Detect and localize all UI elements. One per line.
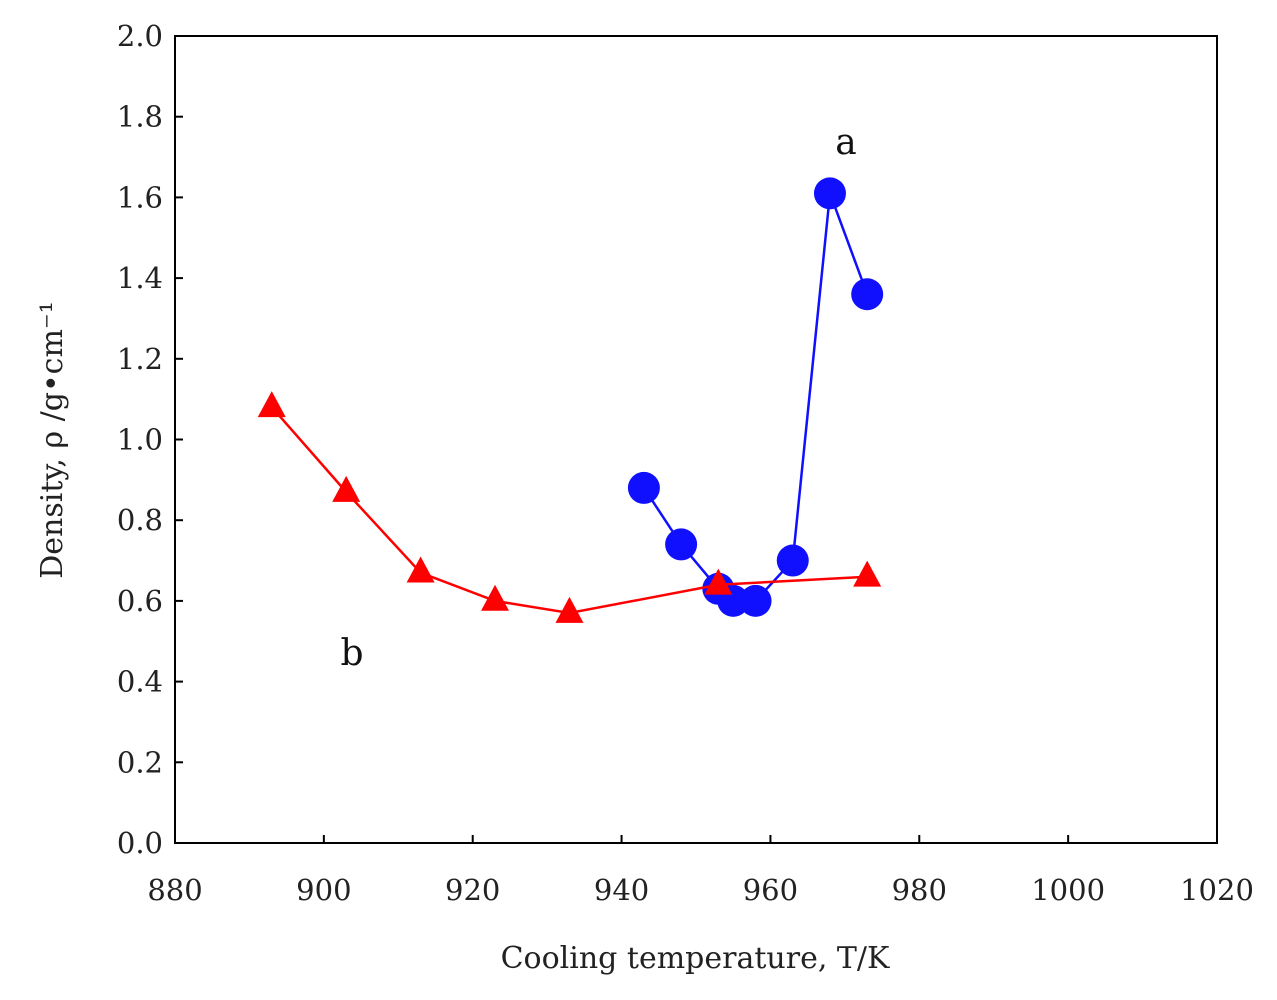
series-a-point [851, 278, 884, 311]
y-tick-label: 1.6 [117, 180, 163, 214]
series-b-point [853, 560, 882, 587]
series-b [257, 391, 882, 623]
y-tick-label: 1.8 [117, 100, 163, 134]
x-tick-label: 960 [743, 873, 798, 907]
series-a-point [627, 471, 660, 504]
x-tick-label: 900 [296, 873, 351, 907]
plot-area [174, 35, 1218, 844]
series-a [627, 177, 884, 617]
y-axis: 0.0 0.2 0.4 0.6 0.8 1.0 1.2 1.4 1.6 1.8 2.0 [117, 19, 183, 860]
y-tick-label: 0.4 [117, 665, 163, 699]
series-b-line [270, 406, 868, 615]
y-tick-label: 1.4 [117, 261, 163, 295]
x-axis: 880 900 920 940 960 980 1000 1020 [147, 835, 1254, 907]
y-tick-label: 0.0 [117, 826, 163, 860]
series-b-point [481, 584, 510, 611]
x-axis-title: Cooling temperature, T/K [501, 941, 890, 976]
y-axis-title: Density, ρ /g•cm⁻¹ [35, 301, 70, 579]
y-tick-label: 0.2 [117, 745, 163, 779]
series-b-point [555, 596, 584, 623]
series-b-point [704, 568, 733, 595]
series-label-b: b [340, 633, 363, 674]
plot-border [174, 35, 1218, 844]
y-tick-label: 0.8 [117, 503, 163, 537]
series-a-point [813, 177, 846, 210]
x-tick-label: 1020 [1180, 873, 1254, 907]
x-tick-label: 940 [594, 873, 649, 907]
series-b-point [257, 391, 286, 418]
x-tick-label: 1000 [1031, 873, 1105, 907]
y-tick-label: 2.0 [117, 19, 163, 53]
series-b-point [406, 556, 435, 583]
series-b-point [332, 475, 361, 502]
y-tick-label: 1.0 [117, 423, 163, 457]
y-tick-label: 0.6 [117, 584, 163, 618]
y-tick-label: 1.2 [117, 342, 163, 376]
series-a-point [739, 584, 772, 617]
x-tick-label: 980 [892, 873, 947, 907]
x-tick-label: 920 [445, 873, 500, 907]
series-a-point [665, 528, 698, 561]
x-tick-label: 880 [147, 873, 202, 907]
series-a-point [776, 544, 809, 577]
series-layer [257, 177, 884, 623]
series-label-a: a [835, 122, 856, 163]
